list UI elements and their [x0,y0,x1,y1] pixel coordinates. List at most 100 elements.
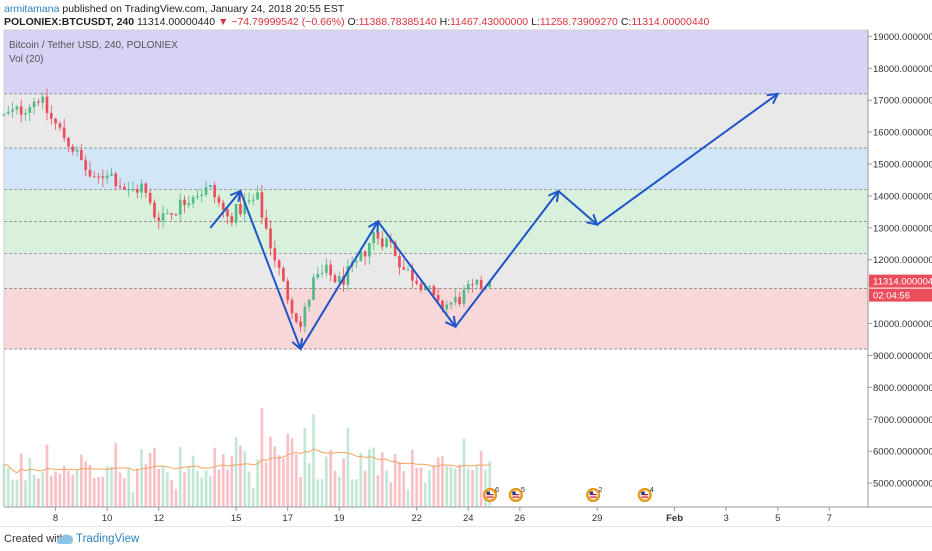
candle-body[interactable] [299,321,302,327]
event-marker-1[interactable]: 5 [508,485,525,502]
candle-body[interactable] [105,175,109,179]
candle-body[interactable] [342,276,345,285]
candle-body[interactable] [71,146,75,152]
candle-body[interactable] [49,112,53,119]
candle-body[interactable] [170,213,173,215]
candle-body[interactable] [226,209,229,217]
candle-body[interactable] [423,286,427,291]
candlesticks[interactable] [2,88,492,333]
candle-body[interactable] [32,101,36,108]
candle-body[interactable] [359,251,363,262]
candle-body[interactable] [178,199,182,215]
candle-body[interactable] [75,150,79,152]
candle-body[interactable] [110,173,113,176]
candle-body[interactable] [320,272,324,274]
candle-body[interactable] [449,302,453,305]
candle-body[interactable] [471,283,474,285]
candle-body[interactable] [294,313,298,322]
candle-body[interactable] [58,123,62,128]
candle-body[interactable] [282,268,285,281]
candle-body[interactable] [428,286,431,288]
candle-body[interactable] [385,238,388,247]
candle-body[interactable] [88,169,92,177]
candle-body[interactable] [411,269,414,281]
candle-body[interactable] [41,96,45,103]
candle-body[interactable] [337,276,341,283]
candle-body[interactable] [368,243,371,257]
candle-body[interactable] [6,111,10,114]
candle-body[interactable] [208,185,212,188]
candle-body[interactable] [200,194,204,197]
candle-body[interactable] [286,280,290,300]
arrow-7[interactable] [596,92,780,226]
candle-body[interactable] [256,192,259,200]
candle-body[interactable] [166,213,169,215]
candle-body[interactable] [466,283,470,290]
candle-body[interactable] [243,201,247,215]
candle-body[interactable] [140,183,143,193]
candle-body[interactable] [11,109,14,112]
candle-body[interactable] [80,150,83,161]
candle-body[interactable] [144,183,148,193]
time-axis[interactable]: 8 10 12 15 17 19 22 24 26 29 Feb 3 5 7 [53,507,832,524]
event-marker-2[interactable]: 2 [586,485,603,502]
candle-body[interactable] [221,202,225,210]
candle-body[interactable] [217,197,221,203]
candle-body[interactable] [19,106,23,115]
candle-body[interactable] [355,261,358,263]
candle-body[interactable] [260,192,264,218]
candle-body[interactable] [97,176,100,178]
candle-body[interactable] [432,286,436,296]
candle-body[interactable] [445,304,449,310]
candle-body[interactable] [67,137,70,147]
candle-body[interactable] [475,279,479,285]
candle-body[interactable] [153,202,156,218]
candle-body[interactable] [161,213,165,221]
drawn-arrows[interactable] [209,92,780,352]
candle-body[interactable] [290,299,294,314]
candle-body[interactable] [15,106,19,110]
candle-body[interactable] [380,238,384,247]
candle-body[interactable] [118,186,122,188]
candle-body[interactable] [454,296,457,303]
candle-body[interactable] [419,283,423,291]
candle-body[interactable] [251,199,255,201]
candle-body[interactable] [393,242,397,256]
candle-body[interactable] [269,228,272,249]
candle-body[interactable] [462,289,466,304]
candle-body[interactable] [316,273,320,278]
candle-body[interactable] [183,199,186,206]
candle-body[interactable] [239,203,242,215]
tradingview-brand[interactable]: TradingView [76,533,140,545]
candle-body[interactable] [92,176,96,178]
candle-body[interactable] [415,280,418,284]
candle-body[interactable] [127,189,130,191]
candle-body[interactable] [333,275,337,283]
candle-body[interactable] [406,269,410,271]
candle-body[interactable] [441,300,444,310]
candle-body[interactable] [436,295,440,301]
candle-body[interactable] [101,176,105,179]
candle-body[interactable] [325,264,328,273]
candle-body[interactable] [398,255,401,268]
candle-body[interactable] [123,186,126,190]
candle-body[interactable] [303,306,307,327]
candle-body[interactable] [157,217,161,221]
candle-body[interactable] [329,264,333,276]
candle-body[interactable] [148,192,152,203]
candle-body[interactable] [62,127,66,138]
candle-body[interactable] [346,266,350,285]
candle-body[interactable] [277,260,281,269]
candle-body[interactable] [54,118,57,124]
event-marker-3[interactable]: 4 [637,485,654,502]
candle-body[interactable] [191,197,195,204]
candle-body[interactable] [135,189,139,193]
candle-body[interactable] [376,232,380,239]
candle-body[interactable] [131,189,135,191]
candle-body[interactable] [372,232,376,244]
candle-body[interactable] [247,200,251,202]
candle-body[interactable] [196,196,199,198]
candle-body[interactable] [37,101,40,103]
event-markers[interactable]: 6 5 2 4 [483,485,654,502]
